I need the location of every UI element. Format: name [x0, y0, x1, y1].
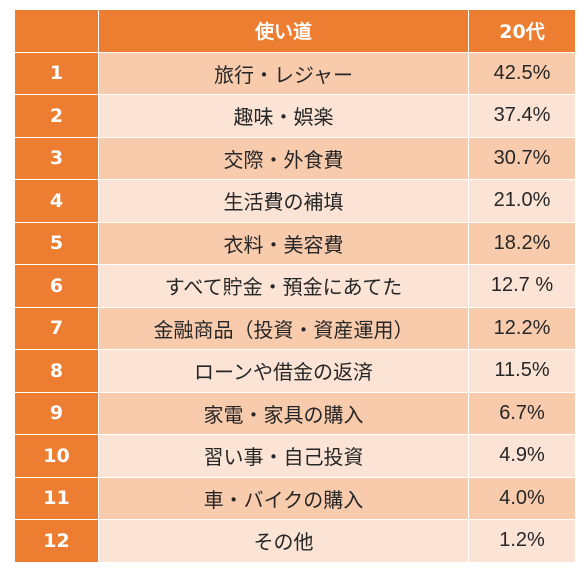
use-cell: 車・バイクの購入 [99, 477, 469, 519]
table-row: 5 衣料・美容費 18.2% [15, 222, 575, 265]
rank-cell: 9 [15, 392, 99, 434]
rank-cell: 2 [15, 95, 99, 137]
use-cell: 交際・外食費 [99, 137, 469, 179]
pct-cell: 42.5% [469, 52, 575, 94]
rank-cell: 1 [15, 52, 99, 94]
pct-cell: 4.0% [469, 477, 575, 519]
pct-cell: 6.7% [469, 392, 575, 434]
table-row: 10 習い事・自己投資 4.9% [15, 435, 575, 478]
rank-cell: 5 [15, 222, 99, 264]
pct-cell: 18.2% [469, 222, 575, 264]
use-cell: 習い事・自己投資 [99, 435, 469, 477]
table-row: 8 ローンや借金の返済 11.5% [15, 350, 575, 393]
header-use-cell: 使い道 [99, 10, 469, 52]
rank-cell: 4 [15, 180, 99, 222]
pct-cell: 1.2% [469, 520, 575, 562]
use-cell: 金融商品（投資・資産運用） [99, 307, 469, 349]
table-header-row: 使い道 20代 [15, 10, 575, 53]
use-cell: 趣味・娯楽 [99, 95, 469, 137]
rank-cell: 3 [15, 137, 99, 179]
use-cell: 衣料・美容費 [99, 222, 469, 264]
table-row: 2 趣味・娯楽 37.4% [15, 95, 575, 138]
pct-cell: 4.9% [469, 435, 575, 477]
pct-cell: 12.7 % [469, 265, 575, 307]
table-row: 12 その他 1.2% [15, 520, 575, 563]
rank-cell: 6 [15, 265, 99, 307]
use-cell: 生活費の補填 [99, 180, 469, 222]
table-row: 4 生活費の補填 21.0% [15, 180, 575, 223]
table-row: 6 すべて貯金・預金にあてた 12.7 % [15, 265, 575, 308]
rank-cell: 8 [15, 350, 99, 392]
pct-cell: 30.7% [469, 137, 575, 179]
usage-ranking-table: 使い道 20代 1 旅行・レジャー 42.5% 2 趣味・娯楽 37.4% 3 … [15, 10, 575, 563]
use-cell: ローンや借金の返済 [99, 350, 469, 392]
rank-cell: 10 [15, 435, 99, 477]
pct-cell: 12.2% [469, 307, 575, 349]
table-row: 11 車・バイクの購入 4.0% [15, 477, 575, 520]
pct-cell: 37.4% [469, 95, 575, 137]
use-cell: 家電・家具の購入 [99, 392, 469, 434]
table-row: 9 家電・家具の購入 6.7% [15, 392, 575, 435]
table-row: 1 旅行・レジャー 42.5% [15, 52, 575, 95]
table-row: 3 交際・外食費 30.7% [15, 137, 575, 180]
header-age-cell: 20代 [469, 10, 575, 52]
pct-cell: 11.5% [469, 350, 575, 392]
rank-cell: 12 [15, 520, 99, 562]
header-rank-cell [15, 10, 99, 52]
rank-cell: 11 [15, 477, 99, 519]
use-cell: その他 [99, 520, 469, 562]
table-row: 7 金融商品（投資・資産運用） 12.2% [15, 307, 575, 350]
rank-cell: 7 [15, 307, 99, 349]
use-cell: すべて貯金・預金にあてた [99, 265, 469, 307]
pct-cell: 21.0% [469, 180, 575, 222]
use-cell: 旅行・レジャー [99, 52, 469, 94]
